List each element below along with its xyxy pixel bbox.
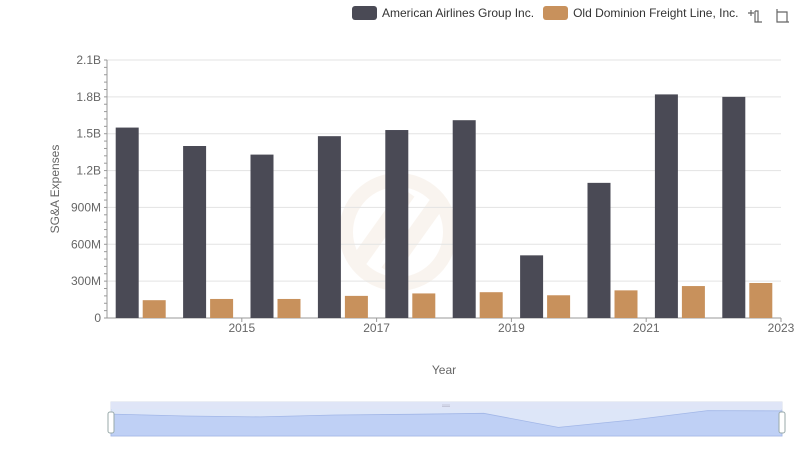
bar-american-airlines-2018 bbox=[385, 130, 409, 318]
y-tick-label: 2.1B bbox=[76, 53, 101, 67]
bar-american-airlines-2015 bbox=[183, 146, 207, 318]
bar-old-dominion-2017 bbox=[344, 295, 368, 318]
bar-american-airlines-2020 bbox=[520, 255, 544, 318]
x-tick-label: 2019 bbox=[498, 321, 525, 335]
bar-old-dominion-2018 bbox=[412, 293, 436, 318]
bar-american-airlines-2019 bbox=[452, 120, 476, 318]
bar-old-dominion-2023 bbox=[749, 282, 773, 318]
bar-american-airlines-2023 bbox=[722, 96, 746, 318]
bar-old-dominion-2014 bbox=[142, 300, 166, 318]
y-tick-label: 600M bbox=[71, 237, 101, 251]
y-tick-label: 1.2B bbox=[76, 164, 101, 178]
legend-item-american-airlines[interactable]: American Airlines Group Inc. bbox=[352, 6, 534, 20]
y-tick-label: 1.5B bbox=[76, 127, 101, 141]
bar-old-dominion-2016 bbox=[277, 298, 301, 318]
legend: American Airlines Group Inc. Old Dominio… bbox=[352, 4, 747, 22]
legend-swatch-american-airlines bbox=[352, 6, 377, 20]
legend-swatch-old-dominion bbox=[543, 6, 569, 20]
zoom-slider-preview bbox=[110, 410, 783, 437]
bar-american-airlines-2021 bbox=[587, 182, 611, 318]
zoom-icon[interactable] bbox=[746, 7, 764, 25]
zoom-slider-right-handle[interactable] bbox=[778, 411, 786, 434]
bar-old-dominion-2021 bbox=[614, 290, 638, 318]
legend-label-old-dominion: Old Dominion Freight Line, Inc. bbox=[573, 6, 739, 20]
x-tick-label: 2015 bbox=[228, 321, 255, 335]
legend-item-old-dominion[interactable]: Old Dominion Freight Line, Inc. bbox=[543, 6, 738, 20]
bar-old-dominion-2022 bbox=[681, 286, 705, 318]
zoom-slider-left-handle[interactable] bbox=[107, 411, 115, 434]
y-axis-title: SG&A Expenses bbox=[48, 145, 62, 234]
y-tick-label: 0 bbox=[94, 311, 101, 325]
y-tick-label: 900M bbox=[71, 200, 101, 214]
zoom-slider[interactable] bbox=[107, 401, 786, 437]
bar-old-dominion-2019 bbox=[479, 292, 503, 318]
bar-american-airlines-2016 bbox=[250, 154, 274, 318]
y-tick-label: 300M bbox=[71, 274, 101, 288]
bar-american-airlines-2014 bbox=[115, 127, 139, 318]
zoom-slider-selection[interactable] bbox=[111, 409, 782, 436]
x-axis-title: Year bbox=[432, 363, 456, 377]
restore-icon[interactable] bbox=[773, 7, 791, 25]
bar-american-airlines-2017 bbox=[317, 136, 341, 318]
zoom-slider-top-bar[interactable] bbox=[111, 402, 782, 409]
bar-old-dominion-2015 bbox=[210, 298, 234, 318]
legend-label-american-airlines: American Airlines Group Inc. bbox=[382, 6, 535, 20]
bar-american-airlines-2022 bbox=[654, 94, 678, 319]
x-tick-label: 2023 bbox=[768, 321, 795, 335]
x-tick-label: 2017 bbox=[363, 321, 390, 335]
y-tick-label: 1.8B bbox=[76, 90, 101, 104]
bar-old-dominion-2020 bbox=[547, 295, 571, 318]
zoom-slider-grip-icon[interactable] bbox=[442, 404, 450, 407]
x-tick-label: 2021 bbox=[633, 321, 660, 335]
